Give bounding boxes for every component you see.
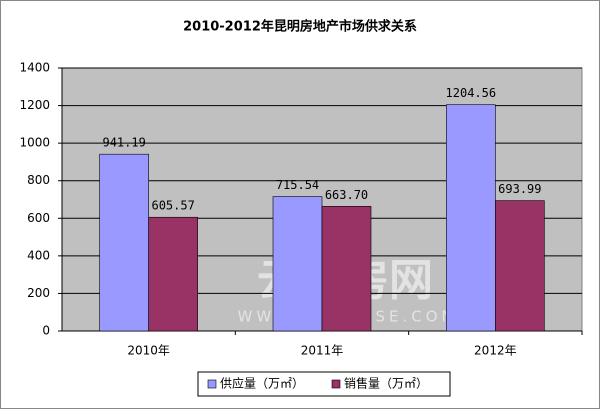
x-tick-label: 2012年 xyxy=(474,344,517,358)
y-tick-label: 200 xyxy=(27,286,50,300)
value-label: 941.19 xyxy=(102,136,145,150)
legend-swatch xyxy=(331,379,341,389)
x-tick-label: 2011年 xyxy=(301,344,344,358)
bar xyxy=(99,153,149,332)
value-label: 605.57 xyxy=(151,199,194,213)
chart-title: 2010-2012年昆明房地产市场供求关系 xyxy=(183,19,417,35)
bar xyxy=(446,104,496,332)
legend-swatch xyxy=(207,379,217,389)
y-tick-label: 600 xyxy=(27,211,50,225)
y-tick-label: 1000 xyxy=(19,136,50,150)
bar xyxy=(148,216,198,332)
y-tick-label: 1200 xyxy=(19,98,50,112)
bar xyxy=(321,206,372,332)
x-tick-label: 2010年 xyxy=(127,344,170,358)
y-tick-label: 400 xyxy=(27,248,50,262)
value-label: 693.99 xyxy=(498,182,541,196)
bar xyxy=(495,200,545,332)
legend-label: 销售量（万㎡） xyxy=(344,376,428,391)
y-tick-label: 0 xyxy=(42,324,50,338)
value-label: 715.54 xyxy=(276,178,319,192)
value-label: 663.70 xyxy=(325,188,368,202)
bar xyxy=(272,196,323,332)
value-label: 1204.56 xyxy=(446,86,497,100)
legend-label: 供应量（万㎡） xyxy=(220,376,304,391)
y-tick-label: 1400 xyxy=(19,61,50,75)
legend-box xyxy=(197,371,451,397)
y-tick-label: 800 xyxy=(27,173,50,187)
